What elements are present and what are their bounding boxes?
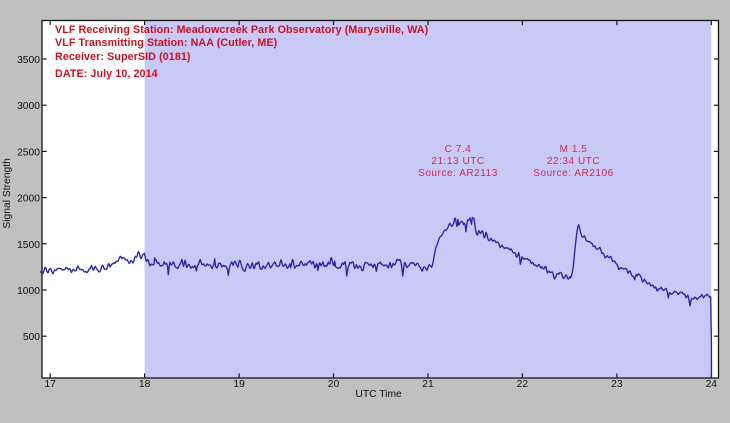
svg-text:24: 24: [706, 379, 718, 390]
svg-text:20: 20: [328, 379, 340, 390]
svg-text:2500: 2500: [17, 147, 40, 158]
svg-text:19: 19: [233, 379, 245, 390]
svg-text:Signal Strength: Signal Strength: [2, 158, 13, 229]
svg-text:3000: 3000: [17, 101, 40, 112]
svg-text:500: 500: [23, 332, 40, 343]
svg-text:22: 22: [517, 379, 529, 390]
svg-text:23: 23: [611, 379, 623, 390]
svg-text:18: 18: [139, 379, 151, 390]
svg-text:2000: 2000: [17, 194, 40, 205]
svg-text:1500: 1500: [17, 240, 40, 251]
svg-text:1000: 1000: [17, 286, 40, 297]
svg-text:21: 21: [422, 379, 434, 390]
svg-text:UTC Time: UTC Time: [355, 389, 402, 400]
svg-text:17: 17: [44, 379, 56, 390]
svg-text:3500: 3500: [17, 55, 40, 66]
